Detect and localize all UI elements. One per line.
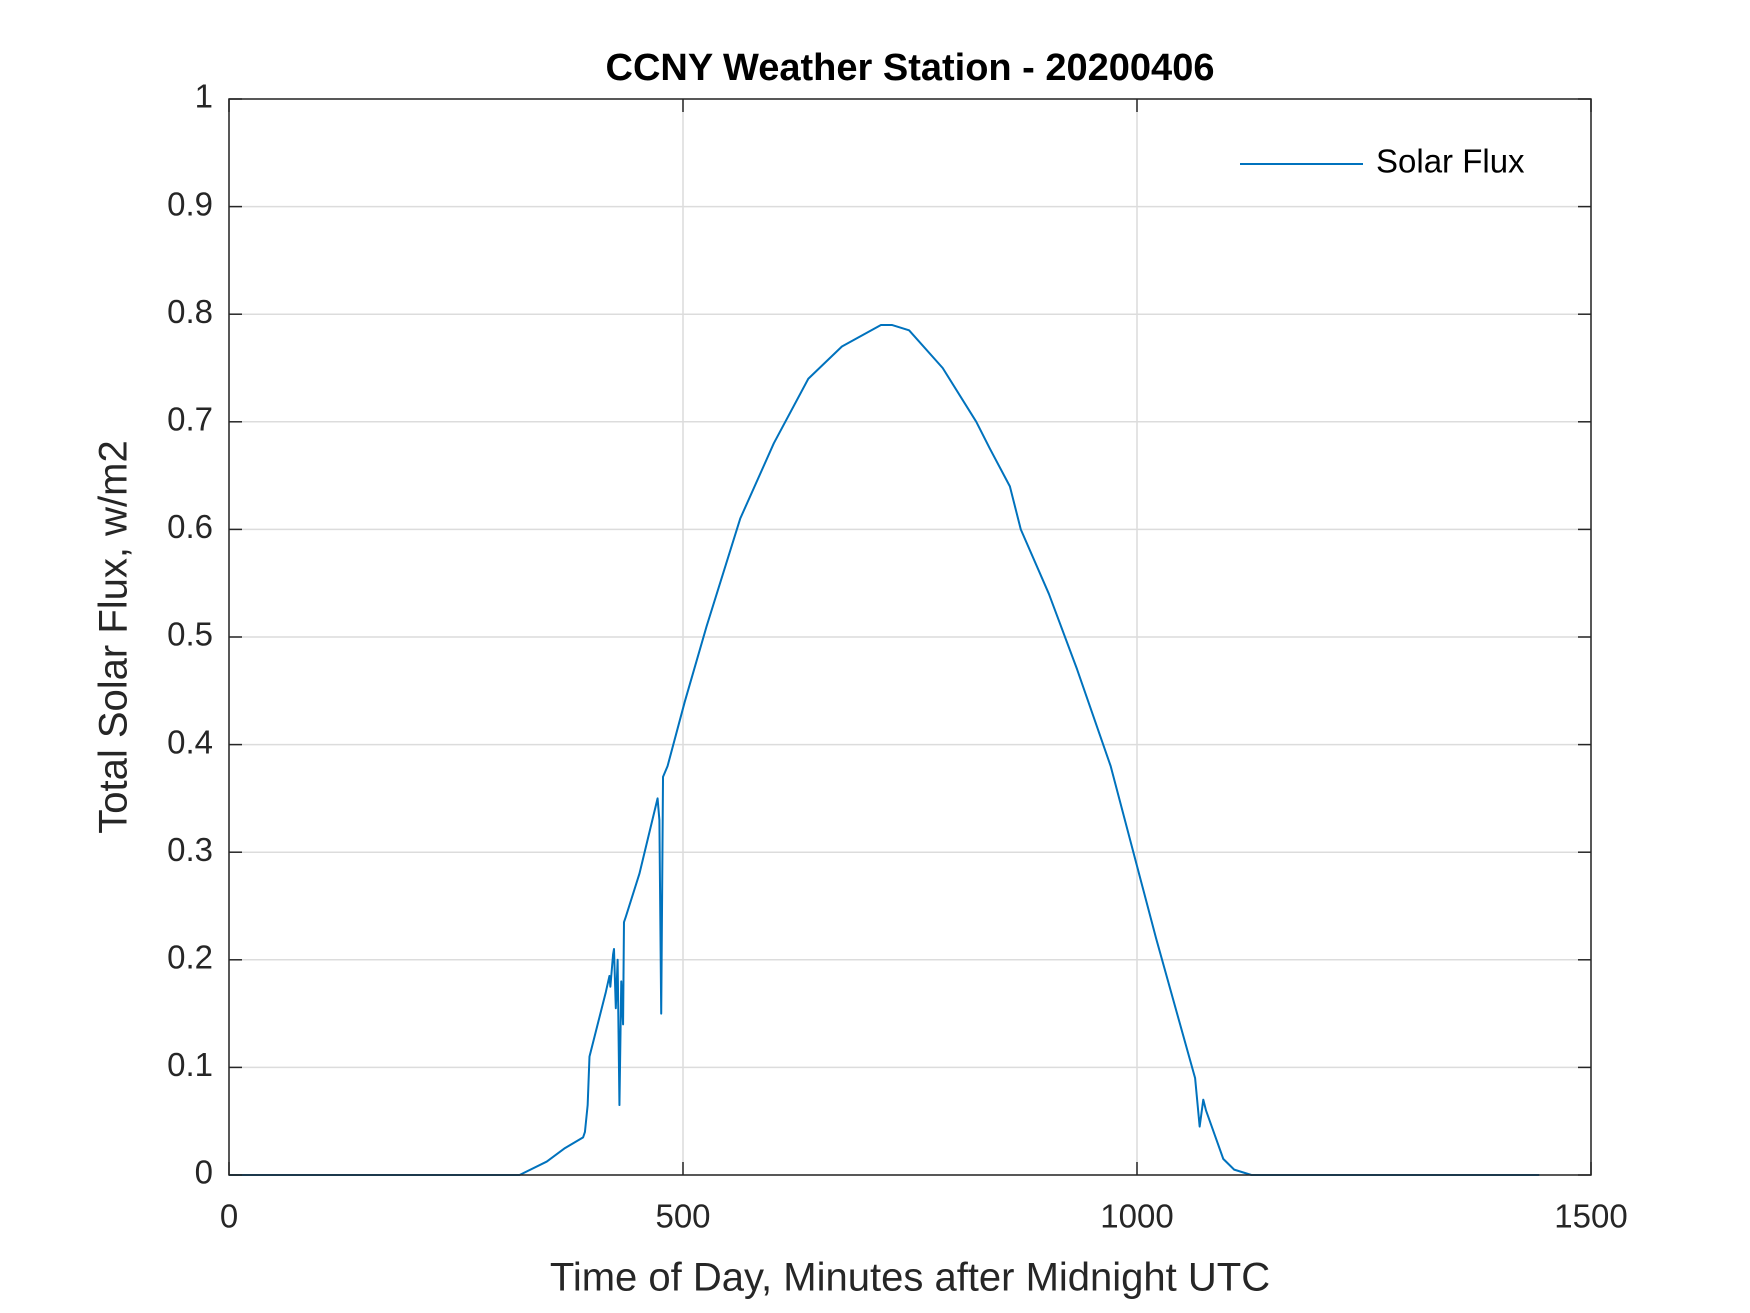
data-line: [229, 323, 1540, 1176]
y-tick-label: 0.6: [167, 508, 213, 545]
y-tick-label: 0.4: [167, 723, 213, 760]
y-tick-label: 0.5: [167, 616, 213, 653]
legend-label: Solar Flux: [1376, 143, 1525, 180]
y-tick-label: 1: [195, 78, 213, 115]
x-tick-label: 1000: [1100, 1198, 1173, 1235]
y-tick-label: 0.3: [167, 831, 213, 868]
x-tick-label: 500: [655, 1198, 710, 1235]
x-axis-label: Time of Day, Minutes after Midnight UTC: [550, 1256, 1270, 1300]
x-tick-label: 0: [220, 1198, 238, 1235]
chart-title: CCNY Weather Station - 20200406: [606, 47, 1215, 89]
y-tick-label: 0.9: [167, 185, 213, 222]
x-tick-label: 1500: [1554, 1198, 1627, 1235]
y-tick-label: 0.8: [167, 293, 213, 330]
y-tick-label: 0: [195, 1154, 213, 1191]
y-tick-label: 0.7: [167, 401, 213, 438]
y-axis-label: Total Solar Flux, w/m2: [92, 440, 136, 833]
y-tick-label: 0.1: [167, 1046, 213, 1083]
y-tick-label: 0.2: [167, 939, 213, 976]
